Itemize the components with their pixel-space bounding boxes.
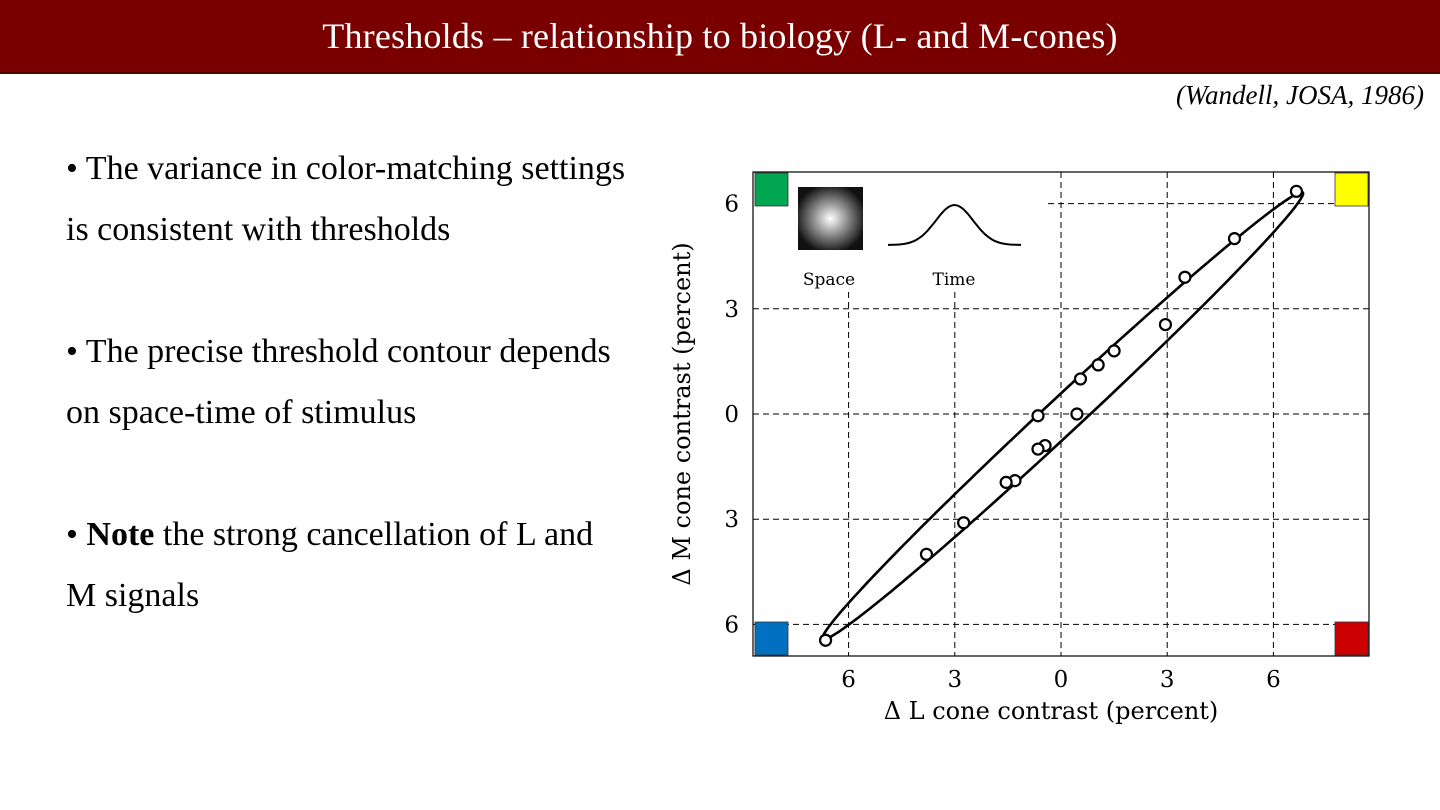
data-point: [1158, 317, 1173, 332]
data-point: [1107, 344, 1121, 358]
space-label: Space: [803, 270, 855, 290]
data-point: [919, 547, 934, 561]
corner-square-green: [754, 172, 789, 207]
title-bar: Thresholds – relationship to biology (L-…: [0, 0, 1440, 74]
citation: (Wandell, JOSA, 1986): [1176, 80, 1424, 110]
data-point: [818, 633, 833, 647]
bullet-item: • The precise threshold contour depends …: [66, 321, 626, 443]
data-point: [1073, 372, 1088, 386]
bullet-item: • Note the strong cancellation of L and …: [66, 504, 626, 626]
bullet-text: The precise threshold contour depends on…: [66, 333, 611, 431]
data-point: [1091, 358, 1105, 372]
x-tick-label: 3: [1160, 667, 1175, 693]
data-point: [1070, 407, 1084, 421]
corner-square-blue: [754, 621, 789, 656]
data-point: [1178, 270, 1192, 284]
x-axis-label: Δ L cone contrast (percent): [884, 697, 1219, 725]
slide-title: Thresholds – relationship to biology (L-…: [322, 16, 1118, 56]
y-axis-label: Δ M cone contrast (percent): [668, 242, 696, 585]
bullet-text: The variance in color-matching settings …: [66, 150, 626, 248]
x-tick-label: 6: [1266, 667, 1281, 693]
corner-square-red: [1334, 621, 1369, 656]
bullet-marker: •: [66, 516, 87, 553]
data-point: [1031, 442, 1045, 456]
y-tick-label: 6: [724, 612, 739, 638]
time-label: Time: [933, 270, 976, 290]
data-point: [1227, 232, 1242, 246]
data-point: [999, 475, 1013, 489]
y-tick-label: 6: [724, 192, 739, 218]
x-tick-label: 0: [1054, 667, 1069, 693]
bullet-item: • The variance in color-matching setting…: [66, 138, 626, 260]
time-waveform-inset: [888, 203, 1021, 246]
bullet-bold: Note: [86, 516, 155, 553]
bullet-marker: •: [66, 150, 86, 187]
bullet-list: • The variance in color-matching setting…: [66, 138, 626, 687]
data-point: [1289, 184, 1304, 198]
data-point: [1031, 409, 1045, 423]
y-tick-label: 0: [724, 402, 739, 428]
data-point: [957, 516, 971, 530]
x-tick-label: 3: [947, 667, 962, 693]
bullet-marker: •: [66, 333, 86, 370]
threshold-chart: 6 3 0 3 6 6 3 0 3 6 Δ L cone contrast (percent) Δ M…: [668, 171, 1370, 725]
space-stimulus-inset: [798, 187, 863, 250]
corner-square-yellow: [1334, 172, 1369, 207]
bullet-text: the strong cancellation of L and M signa…: [66, 516, 594, 614]
y-tick-label: 3: [724, 297, 739, 323]
x-tick-label: 6: [841, 667, 856, 693]
y-tick-label: 3: [724, 507, 739, 533]
